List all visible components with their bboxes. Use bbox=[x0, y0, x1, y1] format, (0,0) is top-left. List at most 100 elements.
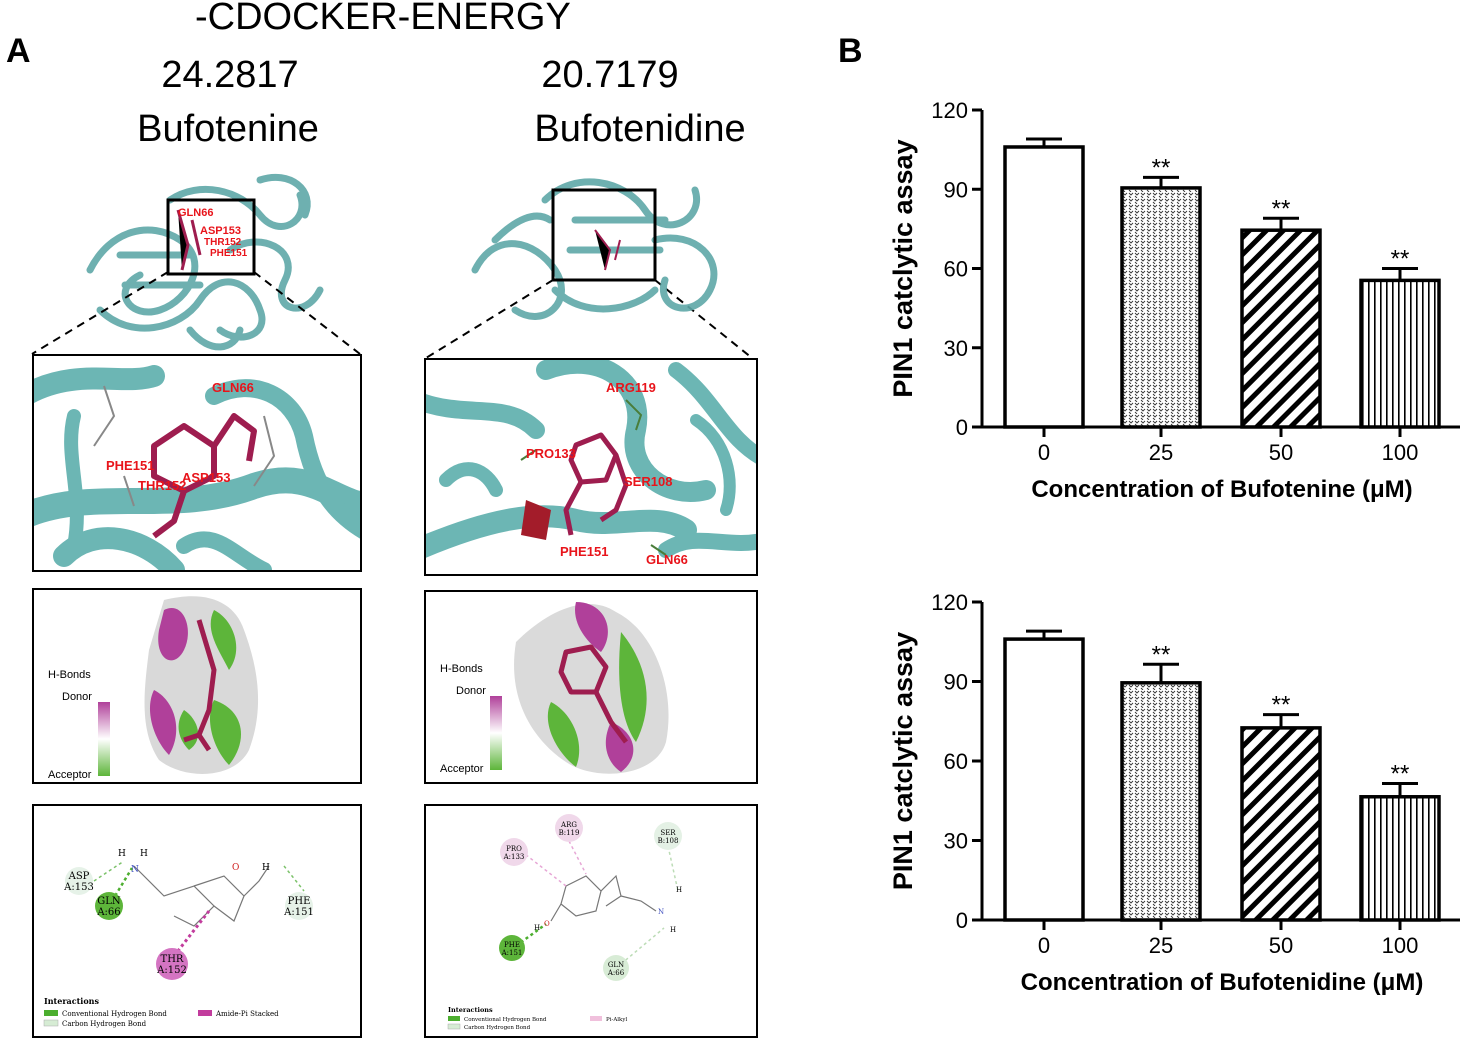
right-ligand-name: Bufotenidine bbox=[534, 108, 746, 150]
residue-gln-circle-right bbox=[603, 955, 629, 981]
interactions-title-left: Interactions bbox=[44, 996, 100, 1006]
gln-line2: A:66 bbox=[96, 907, 120, 918]
left-hbond-surface-box: H-Bonds Donor Acceptor bbox=[32, 588, 362, 784]
atom-h-right-2: H bbox=[676, 886, 682, 894]
thr-line2: A:152 bbox=[156, 965, 187, 976]
legend-amide-pi-left: Amide-Pi Stacked bbox=[215, 1010, 279, 1018]
chart0-x-axis-label: Concentration of Bufotenine (μM) bbox=[1031, 476, 1412, 503]
gln-r-line1: GLN bbox=[608, 961, 624, 969]
chart0-ytick-label-0: 0 bbox=[956, 415, 968, 440]
hbond-legend-donor-left: Donor bbox=[62, 691, 92, 703]
legend-pi-alkyl-right: Pi-Alkyl bbox=[606, 1017, 627, 1023]
zoom-label-phe151: PHE151 bbox=[106, 458, 154, 473]
left-overview-labels: GLN66 ASP153 THR152 PHE151 bbox=[178, 207, 248, 259]
residue-arg-circle-right bbox=[555, 814, 583, 842]
chart0-ytick-label-90: 90 bbox=[944, 177, 968, 202]
pro-line1: PRO bbox=[506, 845, 522, 853]
chart1-significance-50: ** bbox=[1272, 692, 1291, 719]
chart1-bar-25 bbox=[1120, 681, 1202, 922]
atom-h-2: H bbox=[140, 849, 148, 859]
chart1-xtick-label-50: 50 bbox=[1269, 933, 1293, 958]
chart1-ytick-label-0: 0 bbox=[956, 908, 968, 933]
left-score: 24.2817 bbox=[161, 54, 299, 96]
atom-o-right: O bbox=[544, 920, 550, 928]
chart0-ytick-label-60: 60 bbox=[944, 257, 968, 282]
legend-conv-hbond-left: Conventional Hydrogen Bond bbox=[62, 1010, 167, 1018]
chart0-significance-25: ** bbox=[1152, 154, 1171, 181]
residue-thr-circle bbox=[156, 948, 188, 980]
chart0-significance-100: ** bbox=[1391, 246, 1410, 273]
hbond-color-scale-left bbox=[98, 702, 110, 776]
hbond-legend-title-right: H-Bonds bbox=[440, 663, 483, 675]
thr-line1: THR bbox=[161, 954, 184, 965]
gln-line1: GLN bbox=[97, 896, 121, 907]
cdocker-title: -CDOCKER-ENERGY bbox=[195, 0, 571, 38]
left-protein-overview bbox=[86, 173, 324, 351]
atom-h-right-1: H bbox=[534, 924, 540, 932]
atom-n-right: N bbox=[658, 908, 664, 916]
phe-r-line2: A:151 bbox=[501, 949, 523, 957]
arg-line1: ARG bbox=[560, 821, 577, 829]
zoom-label-asp153: ASP153 bbox=[182, 470, 230, 485]
panel-a-letter: A bbox=[6, 32, 31, 70]
gln-r-line2: A:66 bbox=[607, 969, 625, 977]
chart1-ytick-label-90: 90 bbox=[944, 670, 968, 695]
right-2d-interaction-box: ARG B:119 PRO A:133 SER B:108 PHE A:151 … bbox=[424, 804, 758, 1038]
arg-line2: B:119 bbox=[559, 829, 580, 837]
residue-gln-circle bbox=[95, 892, 123, 920]
residue-phe-circle bbox=[285, 892, 313, 920]
chart1-ytick-label-30: 30 bbox=[944, 829, 968, 854]
chart0-xtick-label-50: 50 bbox=[1269, 440, 1293, 465]
chart0-significance-50: ** bbox=[1272, 195, 1291, 222]
chart1-xtick-label-0: 0 bbox=[1038, 933, 1050, 958]
zoom-label-phe151-right: PHE151 bbox=[560, 544, 608, 559]
hbond-legend-acceptor-left: Acceptor bbox=[48, 769, 92, 781]
hbond-legend-acceptor-right: Acceptor bbox=[440, 763, 484, 775]
asp-line2: A:153 bbox=[63, 882, 94, 893]
legend-carbon-hbond-left: Carbon Hydrogen Bond bbox=[62, 1020, 147, 1028]
zoom-label-arg119: ARG119 bbox=[606, 380, 656, 395]
zoom-label-pro133: PRO133 bbox=[526, 446, 576, 461]
chart1-significance-25: ** bbox=[1152, 641, 1171, 668]
chart0-ytick-label-30: 30 bbox=[944, 336, 968, 361]
chart1-xtick-label-25: 25 bbox=[1149, 933, 1173, 958]
phe-line2: A:151 bbox=[283, 907, 314, 918]
residue-asp-circle bbox=[65, 867, 93, 895]
chart0-xtick-label-0: 0 bbox=[1038, 440, 1050, 465]
atom-h-1: H bbox=[118, 849, 126, 859]
interactions-title-right: Interactions bbox=[448, 1006, 493, 1014]
zoom-label-gln66: GLN66 bbox=[212, 380, 254, 395]
right-score: 20.7179 bbox=[541, 54, 679, 96]
right-zoom-box: ARG119 PRO133 SER108 PHE151 GLN66 bbox=[424, 358, 758, 576]
ser-line2: B:108 bbox=[658, 837, 679, 845]
hbond-color-scale-right bbox=[490, 696, 502, 770]
pro-line2: A:133 bbox=[503, 853, 525, 861]
chart1-y-axis-label: PIN1 catclytic assay bbox=[888, 632, 918, 890]
legend-carbon-hbond-right: Carbon Hydrogen Bond bbox=[464, 1025, 531, 1031]
right-protein-overview bbox=[471, 178, 718, 320]
panel-b-letter: B bbox=[838, 32, 863, 70]
chart1-bar-100 bbox=[1359, 795, 1441, 922]
chart0-xtick-label-100: 100 bbox=[1382, 440, 1419, 465]
chart0-bar-0 bbox=[1003, 145, 1085, 429]
zoom-label-ser108: SER108 bbox=[624, 474, 672, 489]
chart1-significance-100: ** bbox=[1391, 761, 1410, 788]
chart1-ytick-label-120: 120 bbox=[931, 590, 968, 615]
hbond-legend-donor-right: Donor bbox=[456, 685, 486, 697]
chart1-xtick-label-100: 100 bbox=[1382, 933, 1419, 958]
left-ligand-name: Bufotenine bbox=[137, 108, 319, 150]
zoom-label-thr152: THR152 bbox=[138, 478, 186, 493]
chart1-ytick-label-60: 60 bbox=[944, 749, 968, 774]
chart1-bar-50 bbox=[1240, 726, 1322, 922]
residue-phe-circle-right bbox=[499, 935, 525, 961]
ser-line1: SER bbox=[660, 829, 676, 837]
phe-line1: PHE bbox=[288, 896, 311, 907]
hbond-legend-title-left: H-Bonds bbox=[48, 669, 91, 681]
overview-label-asp153: ASP153 bbox=[200, 225, 241, 237]
right-hbond-surface-box: H-Bonds Donor Acceptor bbox=[424, 590, 758, 784]
chart0-y-axis-label: PIN1 catclytic assay bbox=[888, 139, 918, 397]
left-2d-interaction-box: ASP A:153 GLN A:66 PHE A:151 THR A:152 H… bbox=[32, 804, 362, 1038]
asp-line1: ASP bbox=[68, 871, 90, 882]
